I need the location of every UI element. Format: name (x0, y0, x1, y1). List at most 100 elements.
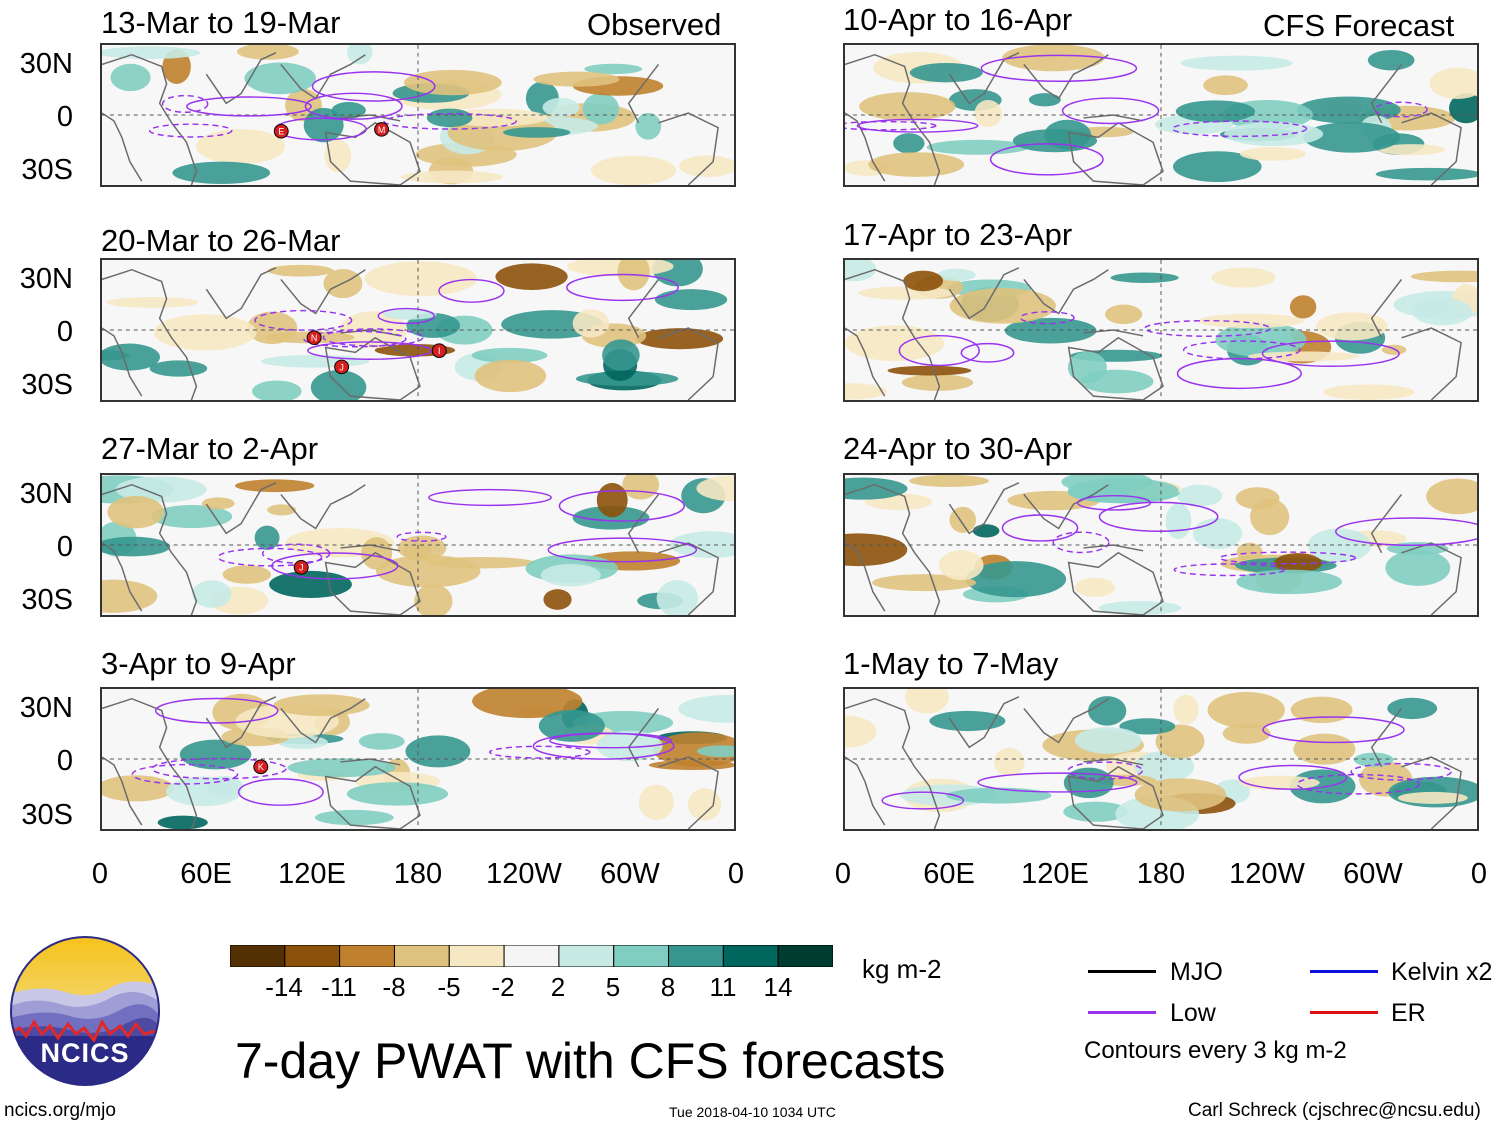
low-contour (304, 92, 403, 120)
anomaly-shading (946, 787, 1052, 804)
lon-label: 60E (923, 858, 975, 890)
colorbar-swatch (393, 944, 450, 968)
coastline (1083, 114, 1144, 122)
anomaly-shading (1134, 778, 1227, 812)
lon-label: 120W (486, 858, 562, 890)
anomaly-shading (656, 580, 699, 615)
anomaly-shading (115, 476, 207, 503)
colorbar-tick: 14 (763, 972, 793, 1002)
coastline (845, 483, 941, 615)
anomaly-shading (383, 309, 437, 320)
anomaly-shading (893, 133, 925, 154)
low-contour-negative (1219, 551, 1357, 565)
anomaly-shading (993, 747, 1025, 776)
anomaly-shading (107, 495, 164, 529)
coastline (948, 696, 1020, 749)
panel-title: 1-May to 7-May (843, 646, 1059, 681)
colorbar-swatch (448, 944, 505, 968)
anomaly-shading (926, 139, 1029, 155)
coastline (324, 765, 421, 829)
anomaly-shading (679, 155, 734, 178)
low-contour (311, 71, 436, 102)
anomaly-shading (1176, 484, 1223, 507)
map-panel-forecast-3 (843, 473, 1479, 617)
low-contour (237, 778, 324, 806)
anomaly-shading (324, 139, 352, 173)
anomaly-shading (974, 100, 1002, 128)
low-contour (1098, 501, 1219, 532)
low-contour (977, 772, 1138, 793)
anomaly-shading (1293, 733, 1356, 765)
anomaly-shading (474, 359, 547, 393)
colorbar-swatch (229, 944, 286, 968)
lat-label-30s: 30S (21, 154, 73, 186)
anomaly-shading (1235, 487, 1280, 510)
low-contour (1238, 764, 1348, 790)
storm-marker-label: J (299, 563, 303, 573)
anomaly-shading (252, 380, 302, 400)
anomaly-shading (903, 270, 944, 292)
anomaly-shading (244, 62, 316, 95)
anomaly-shading (426, 108, 473, 128)
footer-url[interactable]: ncics.org/mjo (4, 1100, 116, 1121)
coastline (627, 279, 660, 339)
lon-label: 0 (91, 858, 109, 890)
anomaly-shading (696, 475, 734, 502)
coastline (1401, 112, 1462, 185)
panel-title: 3-Apr to 9-Apr (101, 646, 296, 681)
colorbar-swatch (613, 944, 670, 968)
anomaly-shading (1449, 93, 1477, 124)
anomaly-shading (909, 63, 983, 83)
low-contour-negative (1143, 319, 1271, 337)
coastline (102, 483, 198, 615)
panel-title: 24-Apr to 30-Apr (843, 431, 1073, 466)
anomaly-shading (1074, 727, 1142, 754)
low-contour (898, 334, 980, 367)
low-contour (377, 307, 435, 325)
anomaly-shading (1274, 553, 1323, 573)
coastline (1401, 542, 1462, 615)
storm-marker-label: E (278, 127, 284, 137)
anomaly-shading (503, 127, 571, 138)
coastline (845, 327, 886, 397)
anomaly-shading (937, 268, 976, 282)
anomaly-shading (636, 328, 724, 350)
anomaly-shading (859, 92, 956, 121)
storm-marker-label: I (438, 346, 440, 356)
coastline (948, 482, 1020, 535)
map-panel-forecast-1 (843, 43, 1479, 187)
kelvin-line-swatch (1310, 970, 1378, 973)
anomaly-shading (102, 343, 160, 371)
anomaly-shading (405, 735, 471, 768)
low-contour-negative (1052, 531, 1110, 554)
low-contour (566, 273, 679, 302)
coastline (1067, 121, 1164, 185)
low-contour-negative (303, 330, 407, 348)
colorbar-tick: -8 (382, 972, 406, 1002)
colorbar-tick: -5 (437, 972, 461, 1002)
anomaly-shading (1412, 297, 1473, 326)
lat-label-30s: 30S (21, 584, 73, 616)
coastline (1370, 708, 1403, 768)
colorbar-tick: 11 (709, 972, 737, 1002)
low-contour-negative (1171, 120, 1308, 138)
lon-label: 60W (600, 858, 660, 890)
anomaly-shading (102, 536, 171, 557)
coastline (845, 756, 886, 826)
anomaly-shading (584, 63, 643, 75)
footer-timestamp: Tue 2018-04-10 1034 UTC (669, 1104, 836, 1120)
lon-label: 0 (1470, 858, 1488, 890)
low-contour-negative (131, 763, 239, 785)
panel-title: 27-Mar to 2-Apr (101, 431, 319, 466)
anomaly-shading (157, 815, 208, 829)
coastline (280, 484, 366, 530)
coastline (845, 697, 941, 829)
anomaly-shading (1224, 121, 1324, 147)
low-contour (438, 278, 505, 303)
contour-note: Contours every 3 kg m-2 (1084, 1037, 1347, 1064)
lat-label-30n: 30N (19, 478, 73, 510)
anomaly-shading (1002, 45, 1105, 72)
anomaly-shading (602, 339, 640, 371)
panel-title: 13-Mar to 19-Mar (101, 5, 341, 40)
coastline (1083, 758, 1144, 766)
